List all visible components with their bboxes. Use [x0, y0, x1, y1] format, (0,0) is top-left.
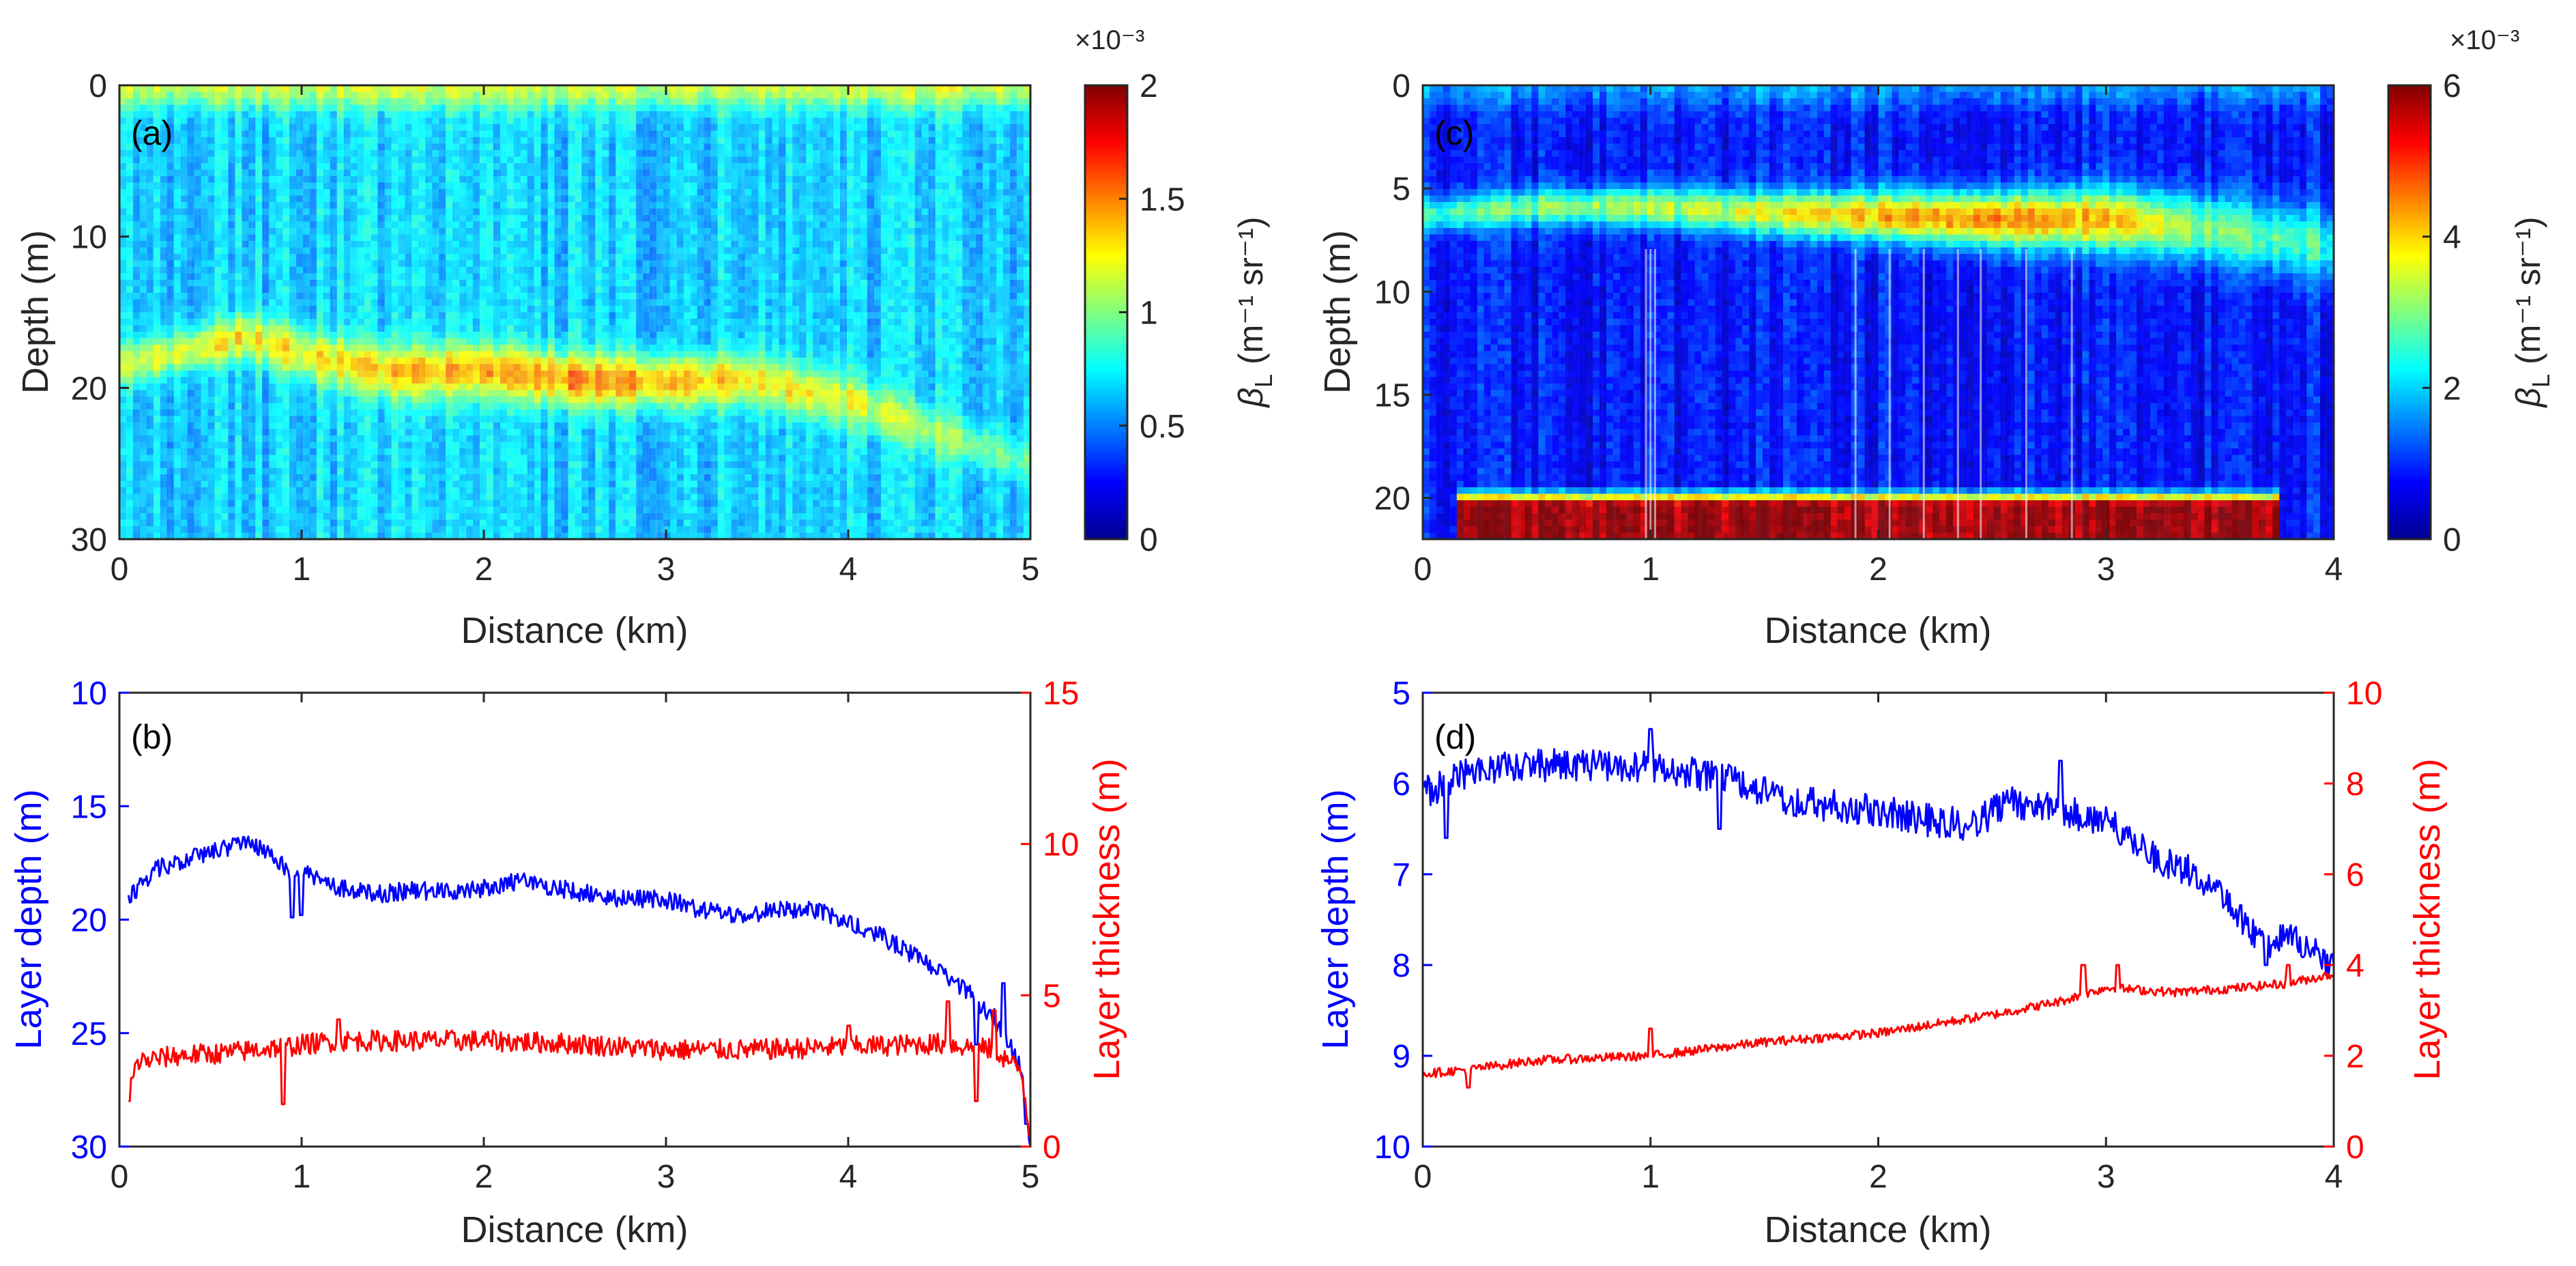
- panel-a-heatmap: 0 1 2 3 4 50102030 (a) Distance (km) Depth (m…: [15, 25, 1277, 651]
